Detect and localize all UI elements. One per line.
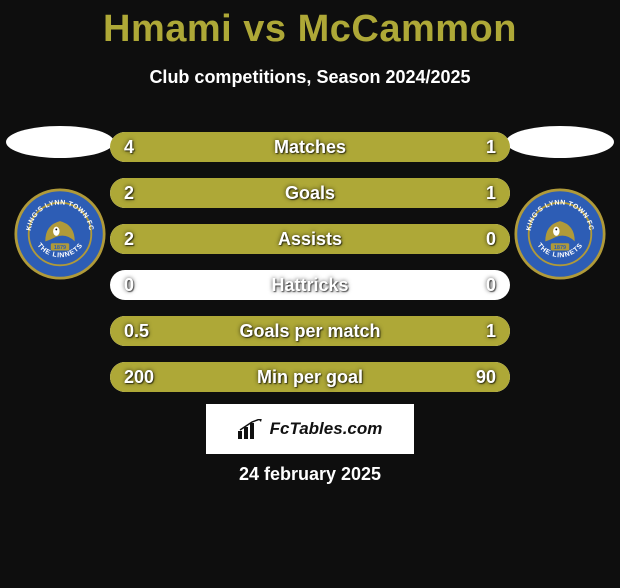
stat-label: Hattricks xyxy=(110,270,510,300)
stat-value-left: 2 xyxy=(124,224,134,254)
stat-row: Goals2 1 xyxy=(110,178,510,208)
stat-value-left: 4 xyxy=(124,132,134,162)
stat-value-right: 1 xyxy=(486,132,496,162)
stat-value-right: 1 xyxy=(486,316,496,346)
team-crest-right: KING'S LYNN TOWN FC THE LINNETS 1879 xyxy=(514,188,606,280)
player-right-column: KING'S LYNN TOWN FC THE LINNETS 1879 xyxy=(500,118,620,280)
player-right-avatar-placeholder xyxy=(506,126,614,158)
stat-value-right: 90 xyxy=(476,362,496,392)
stat-value-right: 0 xyxy=(486,224,496,254)
svg-text:1879: 1879 xyxy=(554,245,566,251)
player-left-avatar-placeholder xyxy=(6,126,114,158)
stat-label: Assists xyxy=(110,224,510,254)
stat-row: Goals per match0.5 1 xyxy=(110,316,510,346)
attribution-text: FcTables.com xyxy=(270,419,383,439)
stat-value-left: 2 xyxy=(124,178,134,208)
stat-row: Min per goal200 90 xyxy=(110,362,510,392)
fctables-logo-icon xyxy=(238,419,264,439)
stat-row: Hattricks0 0 xyxy=(110,270,510,300)
attribution-banner: FcTables.com xyxy=(206,404,414,454)
stat-value-right: 0 xyxy=(486,270,496,300)
stat-value-right: 1 xyxy=(486,178,496,208)
stat-label: Goals per match xyxy=(110,316,510,346)
stat-value-left: 0.5 xyxy=(124,316,149,346)
player-left-column: KING'S LYNN TOWN FC THE LINNETS 1879 xyxy=(0,118,120,280)
stat-bars-container: Matches41Goals21Assists20Hattricks00Goal… xyxy=(110,132,510,408)
stat-label: Min per goal xyxy=(110,362,510,392)
team-crest-left: KING'S LYNN TOWN FC THE LINNETS 1879 xyxy=(14,188,106,280)
stat-value-left: 0 xyxy=(124,270,134,300)
stat-row: Assists2 0 xyxy=(110,224,510,254)
stat-label: Goals xyxy=(110,178,510,208)
date-text: 24 february 2025 xyxy=(0,464,620,485)
stat-value-left: 200 xyxy=(124,362,154,392)
svg-text:1879: 1879 xyxy=(54,245,66,251)
stat-row: Matches4 1 xyxy=(110,132,510,162)
comparison-subtitle: Club competitions, Season 2024/2025 xyxy=(0,67,620,88)
stat-label: Matches xyxy=(110,132,510,162)
comparison-title: Hmami vs McCammon xyxy=(0,8,620,51)
